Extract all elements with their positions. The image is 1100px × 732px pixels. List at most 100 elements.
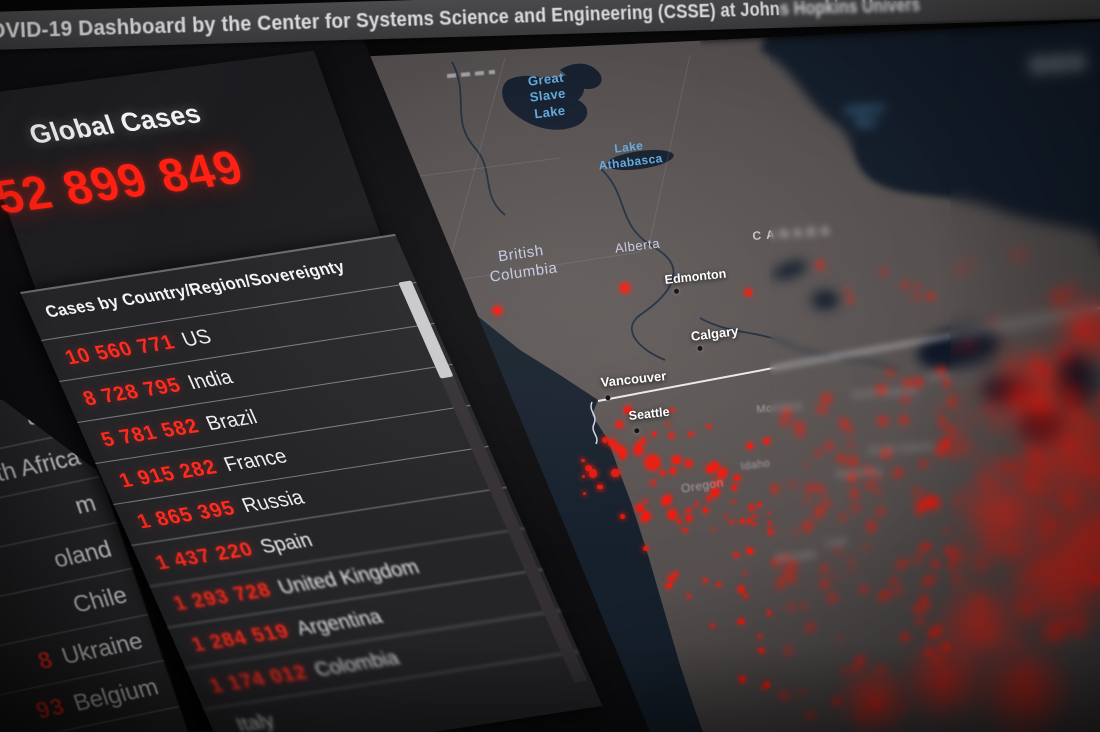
case-dot (711, 624, 714, 627)
case-dot (644, 499, 648, 503)
case-dot (641, 517, 645, 522)
case-dot (599, 484, 604, 490)
case-dot (670, 509, 675, 514)
case-dot (746, 547, 753, 554)
case-dot (616, 421, 624, 429)
country-name: Brazil (202, 405, 261, 435)
case-dot (702, 507, 708, 513)
case-dot (669, 468, 676, 475)
case-dot (664, 500, 667, 504)
case-dot (682, 528, 687, 533)
case-dot (672, 455, 681, 465)
case-dot (651, 431, 656, 436)
case-dot (686, 508, 691, 514)
case-dot (677, 518, 681, 523)
case-dot (635, 503, 644, 512)
case-dot (613, 444, 622, 452)
case-dot (582, 491, 587, 495)
global-cases-value: 52 899 849 (0, 139, 251, 224)
case-dot (732, 500, 736, 504)
case-dot (668, 432, 675, 439)
case-dot (642, 545, 649, 551)
case-dot (703, 578, 707, 583)
case-dot (660, 470, 666, 476)
case-dot (740, 519, 745, 524)
case-count: 1 865 395 (133, 496, 239, 534)
case-dot (757, 503, 762, 507)
title-blur-overlay (778, 0, 1100, 28)
country-name: US (177, 324, 215, 351)
case-dot (734, 474, 741, 481)
case-dot (684, 459, 692, 468)
country-name: Colombia (310, 646, 403, 681)
case-dot (669, 575, 676, 582)
case-dot (581, 474, 585, 479)
map-label-great-slave-lake: Great Slave Lake (527, 69, 567, 121)
country-name: m (71, 488, 100, 519)
case-dot (747, 518, 751, 523)
case-dot (640, 437, 646, 443)
case-dot (747, 443, 753, 449)
case-count: 1 437 220 (151, 537, 257, 575)
case-dot (732, 484, 737, 490)
case-count: 1 293 728 (169, 578, 275, 616)
case-dot (619, 514, 625, 520)
global-cases-label: Global Cases (24, 97, 206, 150)
case-dot (588, 469, 597, 478)
case-dot (740, 678, 744, 683)
case-dot (744, 288, 752, 296)
case-dot (611, 469, 620, 478)
case-dot (710, 462, 720, 471)
case-dot (644, 454, 660, 470)
case-dot (717, 583, 721, 587)
case-dot (651, 481, 655, 486)
case-count: 8 (34, 645, 57, 675)
case-dot (670, 408, 674, 413)
country-name: France (220, 444, 291, 476)
case-dot (738, 618, 744, 625)
case-dot (646, 513, 650, 516)
case-dot (743, 571, 746, 574)
country-name: Belgium (69, 672, 162, 717)
case-dot (665, 495, 672, 501)
case-count: 8 728 795 (79, 373, 185, 411)
case-dot (694, 502, 699, 506)
case-dot (743, 594, 747, 598)
case-dot (581, 459, 585, 463)
country-name: India (184, 365, 237, 394)
case-count: 93 (32, 692, 69, 725)
case-dot (687, 595, 691, 599)
country-name: Argentina (292, 604, 386, 640)
case-dot (492, 305, 502, 315)
case-dot (729, 520, 734, 525)
case-dot (760, 687, 764, 690)
case-dot (689, 431, 693, 436)
case-dot (758, 647, 765, 653)
country-name: Russia (238, 485, 308, 517)
bokeh-blur-far (950, 22, 1100, 732)
case-dot (724, 514, 728, 518)
country-name: Ukraine (57, 626, 147, 670)
case-dot (686, 515, 692, 522)
case-dot (713, 527, 716, 530)
case-count: 1 284 519 (187, 619, 294, 657)
country-name: Italy (232, 709, 279, 732)
country-name: Spain (256, 528, 316, 558)
country-name: oland (49, 534, 115, 573)
case-dot (757, 634, 761, 638)
case-dot (671, 513, 675, 517)
case-count: 5 781 582 (97, 414, 203, 452)
case-count: 1 915 282 (115, 455, 221, 493)
case-dot (620, 283, 630, 293)
case-dot (665, 422, 669, 426)
case-dot (734, 553, 738, 557)
case-dot (753, 514, 756, 518)
country-name: Chile (69, 580, 131, 618)
case-dot (707, 424, 712, 429)
case-dot (752, 521, 756, 526)
case-dot (706, 496, 712, 501)
case-dot (674, 571, 678, 576)
case-dot (738, 586, 744, 591)
case-count: 1 174 012 (205, 660, 312, 698)
case-dot (763, 438, 770, 445)
